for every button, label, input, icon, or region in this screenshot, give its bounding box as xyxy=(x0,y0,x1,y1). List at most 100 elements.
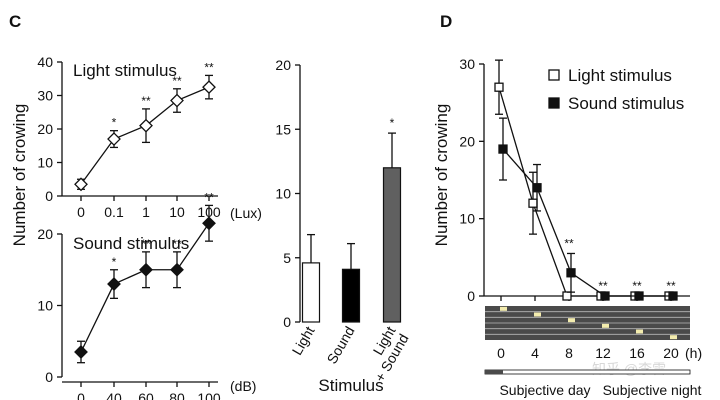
c-light-x-tick-label: 1 xyxy=(142,204,150,220)
c-sound-point xyxy=(202,216,216,231)
d-line-x-tick-label: 16 xyxy=(629,345,645,361)
watermark: 知乎 @李雷 xyxy=(592,361,666,377)
c-bar-x-tick-label: Light xyxy=(289,323,318,357)
c-light-x-tick-label: 0.1 xyxy=(104,204,124,220)
c-light-point xyxy=(170,93,184,108)
panel-d-ylabel: Number of crowing xyxy=(432,104,451,247)
subjective-day-label: Subjective day xyxy=(499,382,590,398)
d-line-schedule-marker xyxy=(568,318,575,323)
d-line-point-1 xyxy=(532,183,542,193)
d-line-significance: ** xyxy=(632,279,642,293)
c-sound-x-tick-label: 80 xyxy=(169,390,185,400)
hour-unit: (h) xyxy=(685,345,702,361)
c-sound-significance: ** xyxy=(172,237,182,251)
c-light-point xyxy=(139,118,153,133)
d-line-schedule-marker xyxy=(670,335,677,340)
panel-c-ylabel: Number of crowing xyxy=(10,104,29,247)
c-sound-y-axis-tick-label: 0 xyxy=(45,369,53,385)
c-bar-bar xyxy=(382,167,402,323)
c-bar-y-axis-tick-label: 20 xyxy=(275,57,291,73)
d-line-day-night-bar xyxy=(484,369,691,375)
d-line-schedule-marker xyxy=(602,323,609,328)
d-line-significance: ** xyxy=(598,279,608,293)
c-light-point xyxy=(74,177,88,192)
d-line-legend-label: Sound stimulus xyxy=(568,94,684,113)
d-line-point-0 xyxy=(494,82,504,92)
d-line-legend-swatch xyxy=(548,97,560,109)
d-line-series-line-0 xyxy=(498,87,669,297)
c-bar-y-axis-tick-label: 15 xyxy=(275,121,291,137)
c-light-significance: ** xyxy=(204,60,214,74)
c-bar-bar xyxy=(341,268,361,323)
c-light-y-axis-tick-label: 0 xyxy=(45,188,53,204)
c-light-y-axis-tick-label: 30 xyxy=(37,88,53,104)
d-line-point-1 xyxy=(634,291,644,301)
d-line-x-tick-label: 20 xyxy=(663,345,679,361)
d-line-y-axis-tick-label: 0 xyxy=(467,288,475,304)
d-line-significance: ** xyxy=(564,236,574,250)
d-line-y-axis-tick-label: 20 xyxy=(459,133,475,149)
panel-label-d: D xyxy=(440,12,452,31)
c-sound-significance: ** xyxy=(204,190,214,204)
c-bar-x-tick-label-line: Light xyxy=(289,323,318,357)
c-light-significance: ** xyxy=(141,94,151,108)
c-sound-y-axis-tick-label: 20 xyxy=(37,226,53,242)
c-sound-x-tick-label: 60 xyxy=(138,390,154,400)
panel-label-c: C xyxy=(9,12,21,31)
d-line-y-axis-tick-label: 10 xyxy=(459,211,475,227)
light-unit: (Lux) xyxy=(230,205,262,221)
c-bar-x-tick-label-line: Sound xyxy=(323,324,357,367)
c-bar-y-axis-tick-label: 0 xyxy=(283,314,291,330)
d-line-point-1 xyxy=(498,144,508,154)
d-line-schedule-marker xyxy=(636,329,643,334)
d-line-day-night-bar-dark xyxy=(485,370,503,374)
c-bar-x-tick-label: Sound xyxy=(323,324,357,367)
c-light-point xyxy=(202,80,216,95)
d-line-y-axis-tick-label: 30 xyxy=(459,56,475,72)
c-sound-significance: ** xyxy=(141,237,151,251)
c-light-significance: ** xyxy=(172,74,182,88)
c-bar-bar xyxy=(301,262,321,323)
d-line-point-1 xyxy=(668,291,678,301)
c-light-y-axis-tick-label: 10 xyxy=(37,155,53,171)
c-bar-significance: * xyxy=(390,116,395,130)
bar-xlabel: Stimulus xyxy=(318,376,383,395)
light-chart-title: Light stimulus xyxy=(73,61,177,80)
sound-chart-title: Sound stimulus xyxy=(73,234,189,253)
d-line-x-tick-label: 4 xyxy=(531,345,539,361)
d-line-point-1 xyxy=(566,268,576,278)
d-line-point-1 xyxy=(600,291,610,301)
c-light-x-tick-label: 10 xyxy=(169,204,185,220)
d-line-x-tick-label: 8 xyxy=(565,345,573,361)
c-sound-point xyxy=(170,262,184,277)
d-line-x-tick-label: 0 xyxy=(497,345,505,361)
d-line-legend-label: Light stimulus xyxy=(568,66,672,85)
c-sound-x-tick-label: 40 xyxy=(106,390,122,400)
d-line-point-0 xyxy=(562,291,572,301)
c-sound-point xyxy=(74,345,88,359)
c-sound-point xyxy=(107,277,121,291)
d-line-schedule-marker xyxy=(534,312,541,317)
d-line-schedule-marker xyxy=(500,306,507,311)
c-sound-significance: * xyxy=(112,255,117,269)
c-sound-point xyxy=(139,262,153,277)
c-sound-y-axis-tick-label: 10 xyxy=(37,298,53,314)
d-line-x-tick-label: 12 xyxy=(595,345,611,361)
c-light-significance: * xyxy=(112,116,117,130)
c-bar-y-axis-tick-label: 5 xyxy=(283,250,291,266)
d-line-significance: ** xyxy=(666,279,676,293)
c-sound-x-tick-label: 100 xyxy=(197,390,221,400)
d-line-series-line-1 xyxy=(502,148,673,297)
c-light-point xyxy=(107,132,121,146)
subjective-night-label: Subjective night xyxy=(603,382,702,398)
c-light-y-axis-tick-label: 40 xyxy=(37,54,53,70)
c-bar-y-axis-tick-label: 10 xyxy=(275,186,291,202)
c-light-x-tick-label: 0 xyxy=(77,204,85,220)
c-sound-x-tick-label: 0 xyxy=(77,390,85,400)
c-light-y-axis-tick-label: 20 xyxy=(37,121,53,137)
sound-unit: (dB) xyxy=(230,378,256,394)
d-line-point-0 xyxy=(528,198,538,208)
d-line-legend-swatch xyxy=(548,69,560,81)
